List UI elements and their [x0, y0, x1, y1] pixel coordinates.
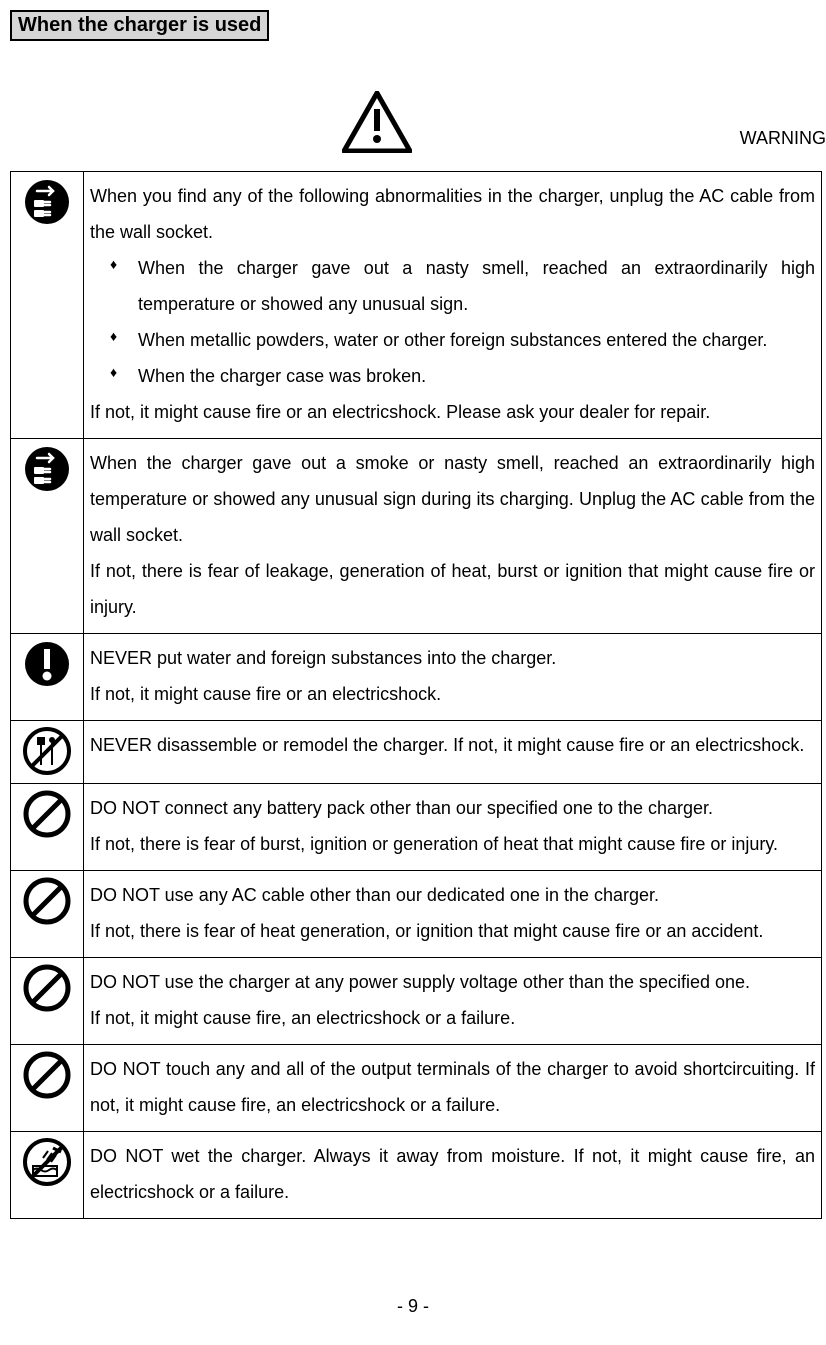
row-icon-cell: [11, 784, 84, 871]
warning-label: WARNING: [740, 128, 826, 149]
table-row: DO NOT use the charger at any power supp…: [11, 958, 822, 1045]
row-icon-cell: [11, 1132, 84, 1219]
row-text-cell: DO NOT use any AC cable other than our d…: [84, 871, 822, 958]
table-row: DO NOT use any AC cable other than our d…: [11, 871, 822, 958]
row-text-cell: NEVER disassemble or remodel the charger…: [84, 721, 822, 784]
table-row: NEVER put water and foreign substances i…: [11, 634, 822, 721]
table-row: DO NOT wet the charger. Always it away f…: [11, 1132, 822, 1219]
row-text-cell: DO NOT connect any battery pack other th…: [84, 784, 822, 871]
page-number: - 9 -: [0, 1296, 826, 1317]
prohibit-icon: [23, 964, 71, 1012]
row-icon-cell: [11, 721, 84, 784]
unplug-icon: [23, 178, 71, 226]
table-row: DO NOT touch any and all of the output t…: [11, 1045, 822, 1132]
table-row: NEVER disassemble or remodel the charger…: [11, 721, 822, 784]
row-icon-cell: [11, 172, 84, 439]
prohibit-icon: [23, 790, 71, 838]
row-icon-cell: [11, 634, 84, 721]
row-icon-cell: [11, 871, 84, 958]
unplug-icon: [23, 445, 71, 493]
table-row: When the charger gave out a smoke or nas…: [11, 439, 822, 634]
prohibit-icon: [23, 1051, 71, 1099]
row-intro: When you find any of the following abnor…: [90, 178, 815, 250]
table-row: When you find any of the following abnor…: [11, 172, 822, 439]
warning-heading: WARNING: [16, 91, 826, 153]
bullet-item: When the charger gave out a nasty smell,…: [120, 250, 815, 322]
row-text-cell: DO NOT touch any and all of the output t…: [84, 1045, 822, 1132]
bullet-item: When metallic powders, water or other fo…: [120, 322, 815, 358]
bullet-item: When the charger case was broken.: [120, 358, 815, 394]
row-text-cell: NEVER put water and foreign substances i…: [84, 634, 822, 721]
no-wet-icon: [23, 1138, 71, 1186]
row-bullets: When the charger gave out a nasty smell,…: [90, 250, 815, 394]
row-icon-cell: [11, 1045, 84, 1132]
row-icon-cell: [11, 958, 84, 1045]
prohibit-icon: [23, 877, 71, 925]
table-row: DO NOT connect any battery pack other th…: [11, 784, 822, 871]
row-icon-cell: [11, 439, 84, 634]
page: When the charger is used WARNING: [0, 0, 826, 1345]
no-disassemble-icon: [23, 727, 71, 775]
mandatory-icon: [23, 640, 71, 688]
row-text-cell: DO NOT wet the charger. Always it away f…: [84, 1132, 822, 1219]
warning-table: When you find any of the following abnor…: [10, 171, 822, 1219]
warning-triangle-icon: [342, 91, 412, 153]
row-text-cell: When the charger gave out a smoke or nas…: [84, 439, 822, 634]
row-outro: If not, it might cause fire or an electr…: [90, 402, 710, 422]
section-title: When the charger is used: [10, 10, 269, 41]
row-text-cell: When you find any of the following abnor…: [84, 172, 822, 439]
row-text-cell: DO NOT use the charger at any power supp…: [84, 958, 822, 1045]
